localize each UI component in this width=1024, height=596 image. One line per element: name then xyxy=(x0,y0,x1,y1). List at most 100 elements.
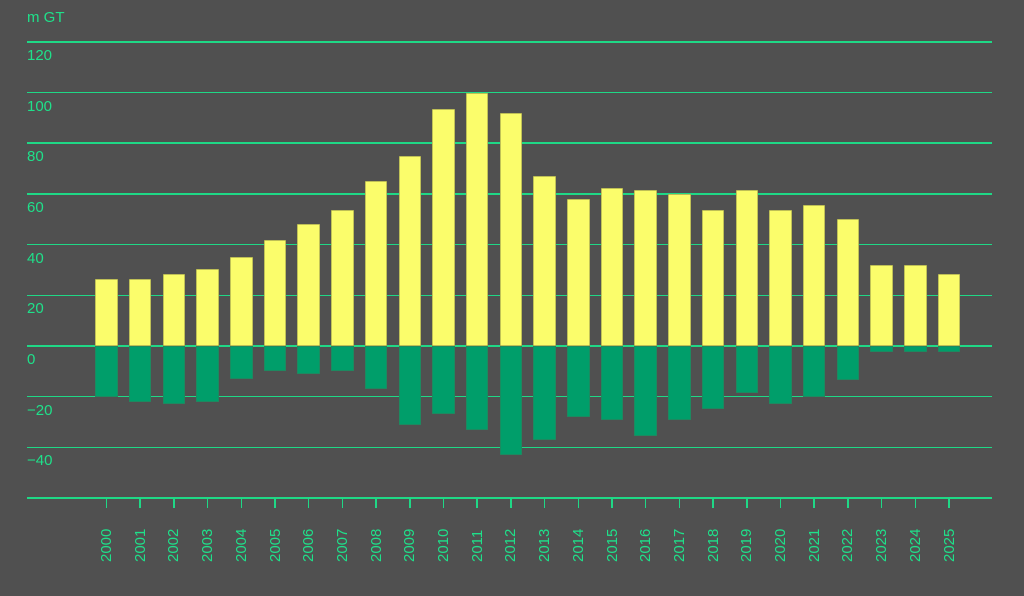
x-tick xyxy=(543,498,546,508)
x-tick-label: 2021 xyxy=(805,528,823,562)
bar-positive-2024 xyxy=(904,264,927,346)
x-tick-label: 2007 xyxy=(333,528,351,562)
bar-negative-2010 xyxy=(432,346,455,415)
y-tick-label: 0 xyxy=(27,351,36,368)
bar-positive-2005 xyxy=(263,239,287,346)
bar-positive-2000 xyxy=(95,278,118,346)
x-tick-label: 2022 xyxy=(839,528,857,562)
bar-positive-2017 xyxy=(668,193,691,346)
y-tick-label: −40 xyxy=(27,452,53,470)
gridline xyxy=(27,41,992,43)
bar-negative-2008 xyxy=(364,346,388,390)
gridline xyxy=(27,91,992,94)
x-tick-label: 2004 xyxy=(232,528,250,562)
bar-negative-2022 xyxy=(836,346,860,381)
x-tick-label: 2009 xyxy=(401,528,419,562)
y-tick-label: 40 xyxy=(27,249,44,267)
y-tick-label: 100 xyxy=(27,97,53,115)
x-axis-line xyxy=(27,497,992,499)
x-tick xyxy=(307,498,310,508)
bar-positive-2013 xyxy=(533,176,556,346)
y-tick-label: 20 xyxy=(27,300,44,318)
x-tick xyxy=(847,498,849,508)
x-tick-label: 2001 xyxy=(131,528,149,562)
bar-positive-2019 xyxy=(735,190,759,346)
x-tick-label: 2019 xyxy=(738,528,756,562)
x-tick xyxy=(948,498,950,508)
x-tick xyxy=(409,498,411,508)
y-tick-label: 80 xyxy=(27,148,44,166)
bar-negative-2013 xyxy=(533,346,556,440)
bar-positive-2007 xyxy=(331,210,354,346)
x-tick-label: 2005 xyxy=(266,528,284,562)
bar-positive-2023 xyxy=(870,264,893,346)
x-tick-label: 2015 xyxy=(603,528,621,562)
bar-positive-2011 xyxy=(465,92,489,346)
x-tick xyxy=(139,498,141,508)
x-tick xyxy=(105,498,108,508)
x-tick xyxy=(577,498,580,508)
x-tick xyxy=(375,498,377,508)
bar-negative-2021 xyxy=(802,346,826,397)
bar-positive-2022 xyxy=(836,219,860,346)
bar-negative-2002 xyxy=(162,346,186,405)
x-tick-label: 2017 xyxy=(670,528,688,562)
bar-negative-2014 xyxy=(567,346,590,417)
bar-negative-2024 xyxy=(904,346,927,353)
y-axis-unit-label: m GT xyxy=(27,9,65,26)
x-tick xyxy=(746,498,748,508)
x-tick-label: 2012 xyxy=(502,528,520,562)
bar-negative-2016 xyxy=(634,346,657,436)
bar-positive-2018 xyxy=(701,210,725,346)
x-tick-label: 2006 xyxy=(300,528,318,562)
x-tick-label: 2025 xyxy=(940,528,958,562)
x-tick xyxy=(678,498,681,508)
x-tick-label: 2008 xyxy=(367,528,385,562)
bar-positive-2025 xyxy=(937,273,961,346)
x-tick xyxy=(341,498,344,508)
x-tick-label: 2011 xyxy=(468,529,486,562)
bar-positive-2012 xyxy=(499,112,523,346)
bar-positive-2001 xyxy=(128,278,152,346)
x-tick xyxy=(880,498,883,508)
y-tick-label: 60 xyxy=(27,198,44,216)
x-tick xyxy=(240,498,243,508)
x-tick-label: 2020 xyxy=(772,528,789,562)
x-tick xyxy=(914,498,917,508)
bar-positive-2014 xyxy=(567,198,590,346)
y-tick-label: 120 xyxy=(27,46,53,64)
x-tick-label: 2010 xyxy=(435,528,452,562)
bar-negative-2025 xyxy=(937,346,961,353)
x-tick-label: 2013 xyxy=(536,528,554,562)
x-tick-label: 2018 xyxy=(704,528,722,562)
x-tick xyxy=(611,498,613,508)
bar-positive-2002 xyxy=(162,273,186,346)
bar-negative-2006 xyxy=(297,346,320,374)
bar-negative-2005 xyxy=(263,346,287,372)
bar-positive-2016 xyxy=(634,190,657,346)
bar-negative-2004 xyxy=(230,346,253,379)
bar-negative-2001 xyxy=(128,346,152,402)
bar-positive-2003 xyxy=(196,268,219,346)
bar-negative-2023 xyxy=(870,346,893,353)
bar-positive-2021 xyxy=(802,205,826,346)
x-tick-label: 2003 xyxy=(199,528,217,562)
bar-negative-2020 xyxy=(769,346,792,405)
x-tick xyxy=(476,498,478,508)
x-tick xyxy=(206,498,209,508)
x-tick xyxy=(510,498,512,508)
bar-negative-2012 xyxy=(499,346,523,455)
x-tick xyxy=(712,498,714,508)
bar-positive-2008 xyxy=(364,181,388,346)
bar-negative-2019 xyxy=(735,346,759,393)
x-tick xyxy=(173,498,175,508)
x-tick-label: 2023 xyxy=(873,528,891,562)
bar-negative-2007 xyxy=(331,346,354,372)
x-tick xyxy=(813,498,815,508)
x-tick xyxy=(779,498,782,508)
bar-negative-2009 xyxy=(398,346,422,425)
x-tick xyxy=(644,498,647,508)
y-tick-label: −20 xyxy=(27,401,53,419)
x-tick-label: 2016 xyxy=(637,528,655,562)
